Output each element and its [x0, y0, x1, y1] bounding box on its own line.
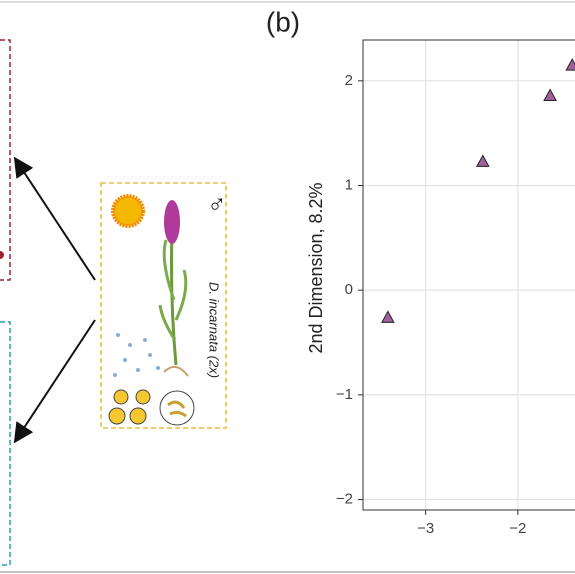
- sun-icon: [111, 194, 145, 228]
- orchid-illustration: [158, 200, 189, 377]
- red-box: [0, 39, 11, 281]
- cell-icon: [159, 390, 195, 426]
- x-tick-label: −3: [417, 520, 434, 537]
- species-label: D. incarnata (2x): [207, 282, 222, 378]
- soil-icon: [113, 333, 160, 377]
- panel-label: (b): [266, 6, 300, 37]
- fungi-icon: [108, 389, 151, 425]
- point: [381, 310, 395, 323]
- sex-symbol: ♂: [207, 189, 227, 219]
- blue-box: [0, 321, 11, 566]
- y-tick-label: 2: [345, 72, 353, 89]
- y-axis-label: 2nd Dimension, 8.2%: [306, 182, 326, 353]
- axis-frame: [362, 39, 575, 511]
- arrow: [13, 156, 96, 281]
- yellow-box: [100, 182, 227, 429]
- y-tick-label: 0: [345, 281, 353, 298]
- arrow: [13, 319, 96, 444]
- y-tick-label: −2: [336, 491, 353, 508]
- cell-detail: [167, 400, 187, 418]
- x-tick-label: −2: [509, 520, 526, 537]
- y-tick-label: 1: [345, 176, 353, 193]
- point: [565, 58, 575, 71]
- y-tick-label: −1: [336, 386, 353, 403]
- point: [475, 154, 490, 167]
- dot: [0, 251, 4, 259]
- point: [543, 88, 557, 101]
